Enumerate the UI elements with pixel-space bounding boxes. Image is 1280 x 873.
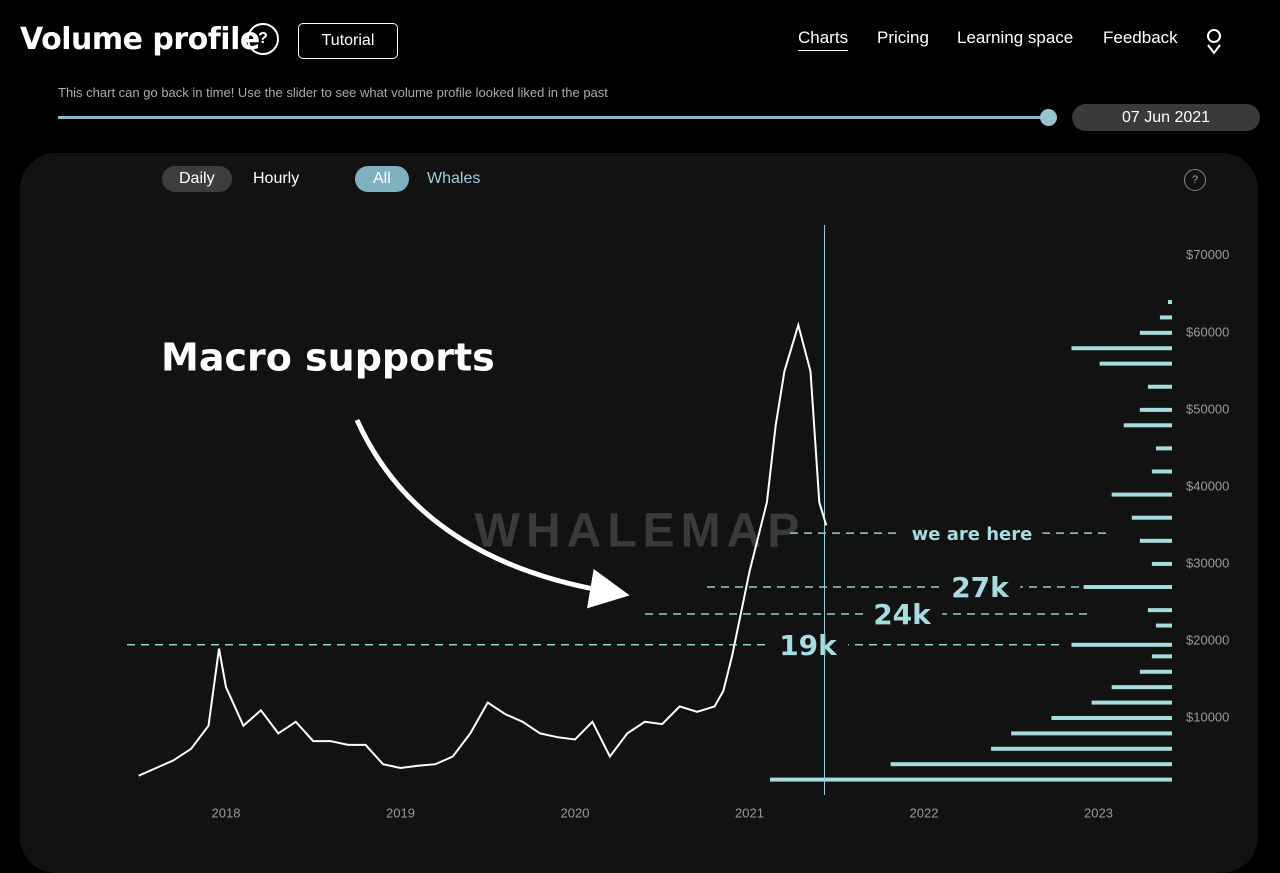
volume-bar bbox=[890, 762, 1172, 767]
level-label-bg bbox=[769, 628, 849, 662]
volume-bar bbox=[1151, 469, 1172, 474]
volume-bar bbox=[1131, 515, 1172, 520]
toggle-hourly[interactable]: Hourly bbox=[253, 170, 300, 187]
y-tick-label: $40000 bbox=[1186, 478, 1229, 493]
volume-bar bbox=[1159, 315, 1172, 320]
volume-bar bbox=[1139, 330, 1172, 335]
nav-link[interactable]: Feedback bbox=[1103, 28, 1178, 47]
volume-bar bbox=[1071, 642, 1172, 647]
slider-knob[interactable] bbox=[1040, 109, 1057, 126]
x-tick-label: 2022 bbox=[910, 805, 939, 820]
account-icon[interactable] bbox=[1200, 26, 1230, 66]
level-label-bg bbox=[901, 524, 1043, 546]
body: Volume profile ? Tutorial Charts Pricing… bbox=[20, 22, 1260, 873]
watermark: WHALEMAP bbox=[475, 505, 806, 558]
nav-link[interactable]: Learning space bbox=[957, 28, 1074, 47]
level-label-bg bbox=[863, 597, 943, 631]
volume-bar bbox=[1151, 654, 1172, 659]
y-tick-label: $60000 bbox=[1186, 324, 1229, 339]
volume-bar bbox=[991, 746, 1172, 751]
toggle-all[interactable]: All bbox=[355, 166, 409, 192]
page: Volume profile {"header": {"title": "Vol… bbox=[20, 22, 1260, 873]
y-tick-label: $50000 bbox=[1186, 401, 1229, 416]
volume-bar bbox=[1155, 446, 1172, 451]
volume-bar bbox=[770, 777, 1172, 782]
chart-help[interactable]: ? bbox=[1184, 169, 1206, 191]
volume-bar bbox=[1139, 407, 1172, 412]
x-tick-label: 2020 bbox=[561, 805, 590, 820]
chart-panel bbox=[20, 153, 1258, 873]
chart: WHALEMAP Macro supports $10000 $20000 $30000… bbox=[127, 225, 1229, 820]
help-button[interactable]: ? bbox=[247, 23, 279, 55]
volume-bar bbox=[1139, 669, 1172, 674]
level-label: 19k bbox=[779, 629, 838, 662]
y-tick-label: $10000 bbox=[1186, 709, 1229, 724]
level-label: 27k bbox=[951, 571, 1010, 604]
annotation-arrow bbox=[354, 418, 630, 609]
volume-bar bbox=[1091, 700, 1172, 705]
volume-bar bbox=[1111, 492, 1172, 497]
x-tick-label: 2019 bbox=[386, 805, 415, 820]
volume-bar bbox=[1151, 561, 1172, 566]
x-tick-label: 2018 bbox=[212, 805, 241, 820]
nav-link[interactable]: Charts bbox=[798, 28, 849, 51]
level-label: we are here bbox=[912, 524, 1033, 545]
tutorial-button[interactable]: Tutorial bbox=[298, 23, 398, 59]
volume-bar bbox=[1155, 623, 1172, 628]
annotation: Macro supports bbox=[161, 336, 495, 380]
volume-bar bbox=[1111, 685, 1172, 690]
volume-bar bbox=[1051, 715, 1172, 720]
volume-bar bbox=[1147, 384, 1172, 389]
volume-bar bbox=[1139, 538, 1172, 543]
time-slider[interactable] bbox=[58, 116, 1048, 119]
price-line bbox=[138, 321, 828, 777]
toggle-daily[interactable]: Daily bbox=[162, 166, 232, 192]
y-tick-label: $70000 bbox=[1186, 247, 1229, 262]
volume-bar bbox=[1083, 585, 1172, 590]
level-label: 24k bbox=[873, 598, 932, 631]
x-tick-label: 2021 bbox=[735, 805, 764, 820]
x-tick-label: 2023 bbox=[1084, 805, 1113, 820]
page-title: Volume profile bbox=[20, 22, 260, 57]
volume-bar bbox=[1123, 423, 1172, 428]
toggle-whales[interactable]: Whales bbox=[427, 170, 481, 187]
slider-hint: This chart can go back in time! Use the … bbox=[58, 85, 608, 100]
volume-bar bbox=[1147, 608, 1172, 613]
level-label-bg bbox=[941, 571, 1021, 605]
volume-bar bbox=[1071, 346, 1172, 351]
volume-bar bbox=[1011, 731, 1172, 736]
slider-date: 07 Jun 2021 bbox=[1072, 104, 1260, 131]
y-tick-label: $20000 bbox=[1186, 632, 1229, 647]
volume-bar bbox=[1099, 361, 1172, 366]
volume-bar bbox=[1167, 300, 1172, 305]
y-tick-label: $30000 bbox=[1186, 555, 1229, 570]
nav-link[interactable]: Pricing bbox=[877, 28, 929, 47]
